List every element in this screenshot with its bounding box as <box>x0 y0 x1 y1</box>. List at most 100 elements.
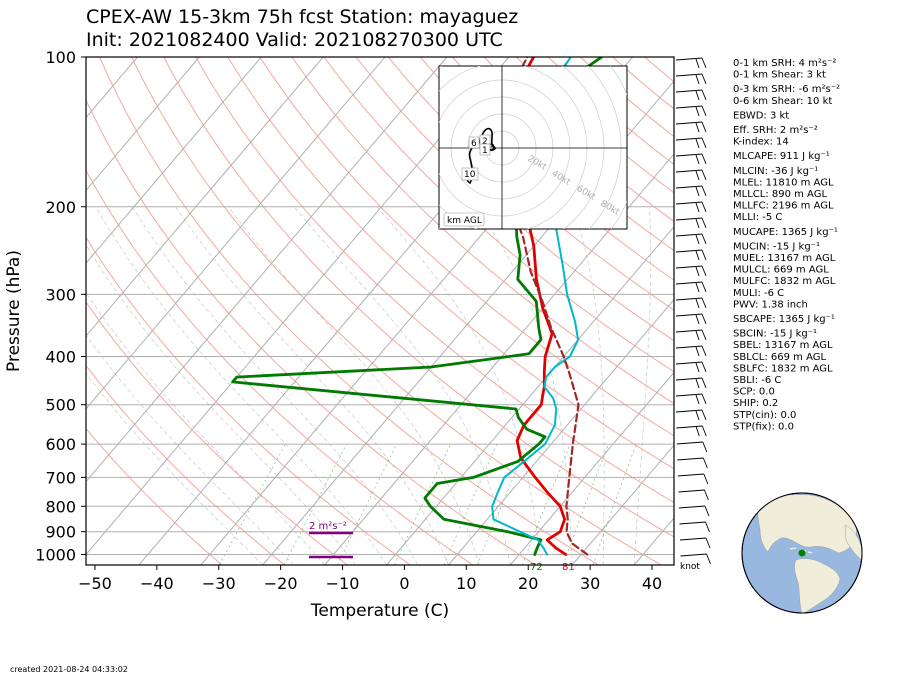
isotherm-line <box>86 57 510 556</box>
wind-barb-flag <box>695 394 700 405</box>
wind-barb-flag <box>706 553 711 565</box>
wind-barb-shaft <box>677 473 704 477</box>
sounding-index: K-index: 14 <box>733 137 789 148</box>
wind-barb-flag <box>695 426 700 437</box>
sounding-index: SBCAPE: 1365 J kg⁻¹ <box>733 314 835 325</box>
sounding-index: SBLCL: 669 m AGL <box>733 352 826 363</box>
wind-barb-flag <box>701 121 707 133</box>
wind-barb-shaft <box>675 217 703 221</box>
sounding-index: MULI: -6 C <box>733 288 784 299</box>
y-tick-label: 200 <box>45 198 76 217</box>
wind-barb-flag <box>701 409 707 421</box>
x-tick-label: 20 <box>518 574 538 593</box>
mixing-ratio-line <box>443 443 498 565</box>
wind-barb-flag <box>701 201 707 213</box>
wind-barb-shaft <box>675 169 703 173</box>
wind-barb-flag <box>701 377 707 389</box>
wind-barb-flag <box>701 329 707 341</box>
wind-barb-flag <box>703 489 709 501</box>
sounding-index: MLCAPE: 911 J kg⁻¹ <box>733 151 830 162</box>
sounding-index: SBEL: 13167 m AGL <box>733 340 833 351</box>
moist-adiabat-line <box>86 372 263 565</box>
x-tick-label: −10 <box>326 574 360 593</box>
wind-barb-shaft <box>675 329 703 333</box>
created-timestamp: created 2021-08-24 04:33:02 <box>10 665 128 674</box>
y-axis: 100 200 300 400 500 600 700 800 900 1000 <box>35 48 86 564</box>
sounding-index: EBWD: 3 kt <box>733 110 789 121</box>
hodo-height-3: 3 <box>489 143 495 153</box>
moist-adiabat-line <box>571 206 605 565</box>
moist-adiabats <box>86 206 652 565</box>
sounding-index: Eff. SRH: 2 m²s⁻² <box>733 125 818 136</box>
wind-barbs <box>675 57 711 565</box>
dry-adiabat-line <box>195 57 674 504</box>
wind-barb-shaft <box>675 361 703 365</box>
wind-barb-shaft <box>675 265 703 269</box>
sounding-index: STP(cin): 0.0 <box>733 410 796 421</box>
wind-barb-shaft <box>675 393 703 397</box>
wind-barb-flag <box>702 457 708 469</box>
surface-dewpoint-label: 72 <box>530 562 543 573</box>
wind-barb-shaft <box>679 537 707 541</box>
wind-barb-shaft <box>675 297 703 301</box>
dry-adiabat-line <box>86 301 348 565</box>
wind-barb-flag <box>701 73 707 85</box>
wind-barb-flag <box>701 425 707 437</box>
wind-barb-shaft <box>680 553 707 557</box>
wind-units-label: knot <box>680 562 700 572</box>
sounding-indices: 0-1 km SRH: 4 m²s⁻²0-1 km Shear: 3 kt 0-3… <box>733 58 840 432</box>
wind-barb-shaft <box>675 121 703 125</box>
effective-inflow-layer: 2 m²s⁻² <box>309 521 353 559</box>
wind-barb-shaft <box>676 441 703 445</box>
hodo-height-10: 10 <box>464 170 476 180</box>
wind-barb-flag <box>695 90 700 101</box>
dry-adiabat-line <box>259 57 674 437</box>
wind-barb-shaft <box>677 457 704 461</box>
wind-barb-flag <box>695 410 700 421</box>
wind-barb-flag <box>701 281 707 293</box>
wind-barb-flag <box>695 314 700 325</box>
wind-barb-flag <box>701 169 707 181</box>
wind-barb-shaft <box>679 521 706 525</box>
wind-barb-flag <box>701 345 707 357</box>
dry-adiabat-line <box>86 427 223 565</box>
wind-barb-flag <box>701 361 707 373</box>
wind-barb-flag <box>695 330 700 341</box>
hodo-height-2: 2 <box>482 137 488 147</box>
wind-barb-flag <box>701 105 707 117</box>
isotherm-line <box>86 57 262 264</box>
wind-barb-flag <box>695 58 700 69</box>
sounding-index: MLCIN: -36 J kg⁻¹ <box>733 166 818 177</box>
wind-barb-shaft <box>675 377 703 381</box>
sounding-index: STP(fix): 0.0 <box>733 421 794 432</box>
mixing-ratio-line <box>394 443 451 565</box>
sounding-index: SHIP: 0.2 <box>733 398 778 409</box>
sounding-index: MLEL: 11810 m AGL <box>733 177 834 188</box>
wind-barb-flag <box>701 393 707 405</box>
dry-adiabat-line <box>387 57 674 311</box>
dry-adiabat-line <box>86 169 474 565</box>
wind-barb-flag <box>695 170 700 181</box>
moist-adiabat-line <box>131 206 418 565</box>
moist-adiabat-line <box>86 244 356 565</box>
x-tick-label: −30 <box>202 574 236 593</box>
wind-barb-flag <box>701 265 707 277</box>
moist-adiabat-line <box>175 206 449 565</box>
wind-barb-shaft <box>675 313 703 317</box>
wind-barb-flag <box>695 250 700 261</box>
dry-adiabat-line <box>323 57 674 373</box>
wind-barb-flag <box>701 89 707 101</box>
wind-barb-shaft <box>675 281 703 285</box>
wind-barb-flag <box>701 153 707 165</box>
sounding-index: MUCIN: -15 J kg⁻¹ <box>733 241 820 252</box>
sounding-index: MUEL: 13167 m AGL <box>733 253 836 264</box>
isotherm-line <box>86 57 448 483</box>
wind-barb-flag <box>703 473 709 485</box>
wind-barb-shaft <box>675 137 703 141</box>
wind-barb-flag <box>701 185 707 197</box>
wind-barb-flag <box>701 217 707 229</box>
sounding-index: 0-1 km Shear: 3 kt <box>733 70 826 81</box>
wind-barb-flag <box>695 362 700 373</box>
isotherm-line <box>448 298 674 565</box>
